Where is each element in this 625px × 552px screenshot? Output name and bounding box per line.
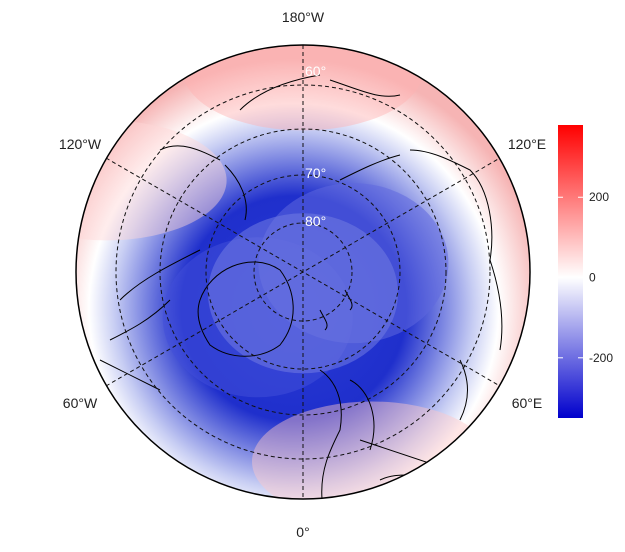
colorbar-tick-label-1: 0 [589, 271, 596, 285]
lon-label-180w: 180°W [282, 9, 325, 25]
colorbar-ticks: 200 0 -200 [558, 190, 613, 365]
coastlines [99, 74, 503, 499]
lon-label-120w: 120°W [59, 136, 102, 152]
colorbar-ramp [558, 125, 583, 418]
anomaly-center-4 [252, 401, 492, 499]
map-disk [75, 44, 531, 500]
longitude-labels: 180°W 120°E 60°E 0° 60°W 120°W [59, 9, 546, 540]
lon-label-120e: 120°E [508, 136, 546, 152]
colorbar-tick-label-2: -200 [589, 351, 613, 365]
colorbar-tick-label-0: 200 [589, 190, 609, 204]
colorbar: 200 0 -200 [558, 125, 613, 418]
lon-label-0: 0° [296, 524, 309, 540]
lat-label-70: 70° [305, 165, 326, 181]
latitude-labels: 60° 70° 80° [305, 63, 326, 229]
anomaly-center-3 [183, 45, 423, 131]
lat-label-80: 80° [305, 213, 326, 229]
lon-label-60w: 60°W [63, 395, 98, 411]
lon-label-60e: 60°E [512, 395, 543, 411]
graticule [105, 45, 501, 499]
lat-label-60: 60° [305, 63, 326, 79]
anomaly-center-5 [76, 120, 227, 241]
